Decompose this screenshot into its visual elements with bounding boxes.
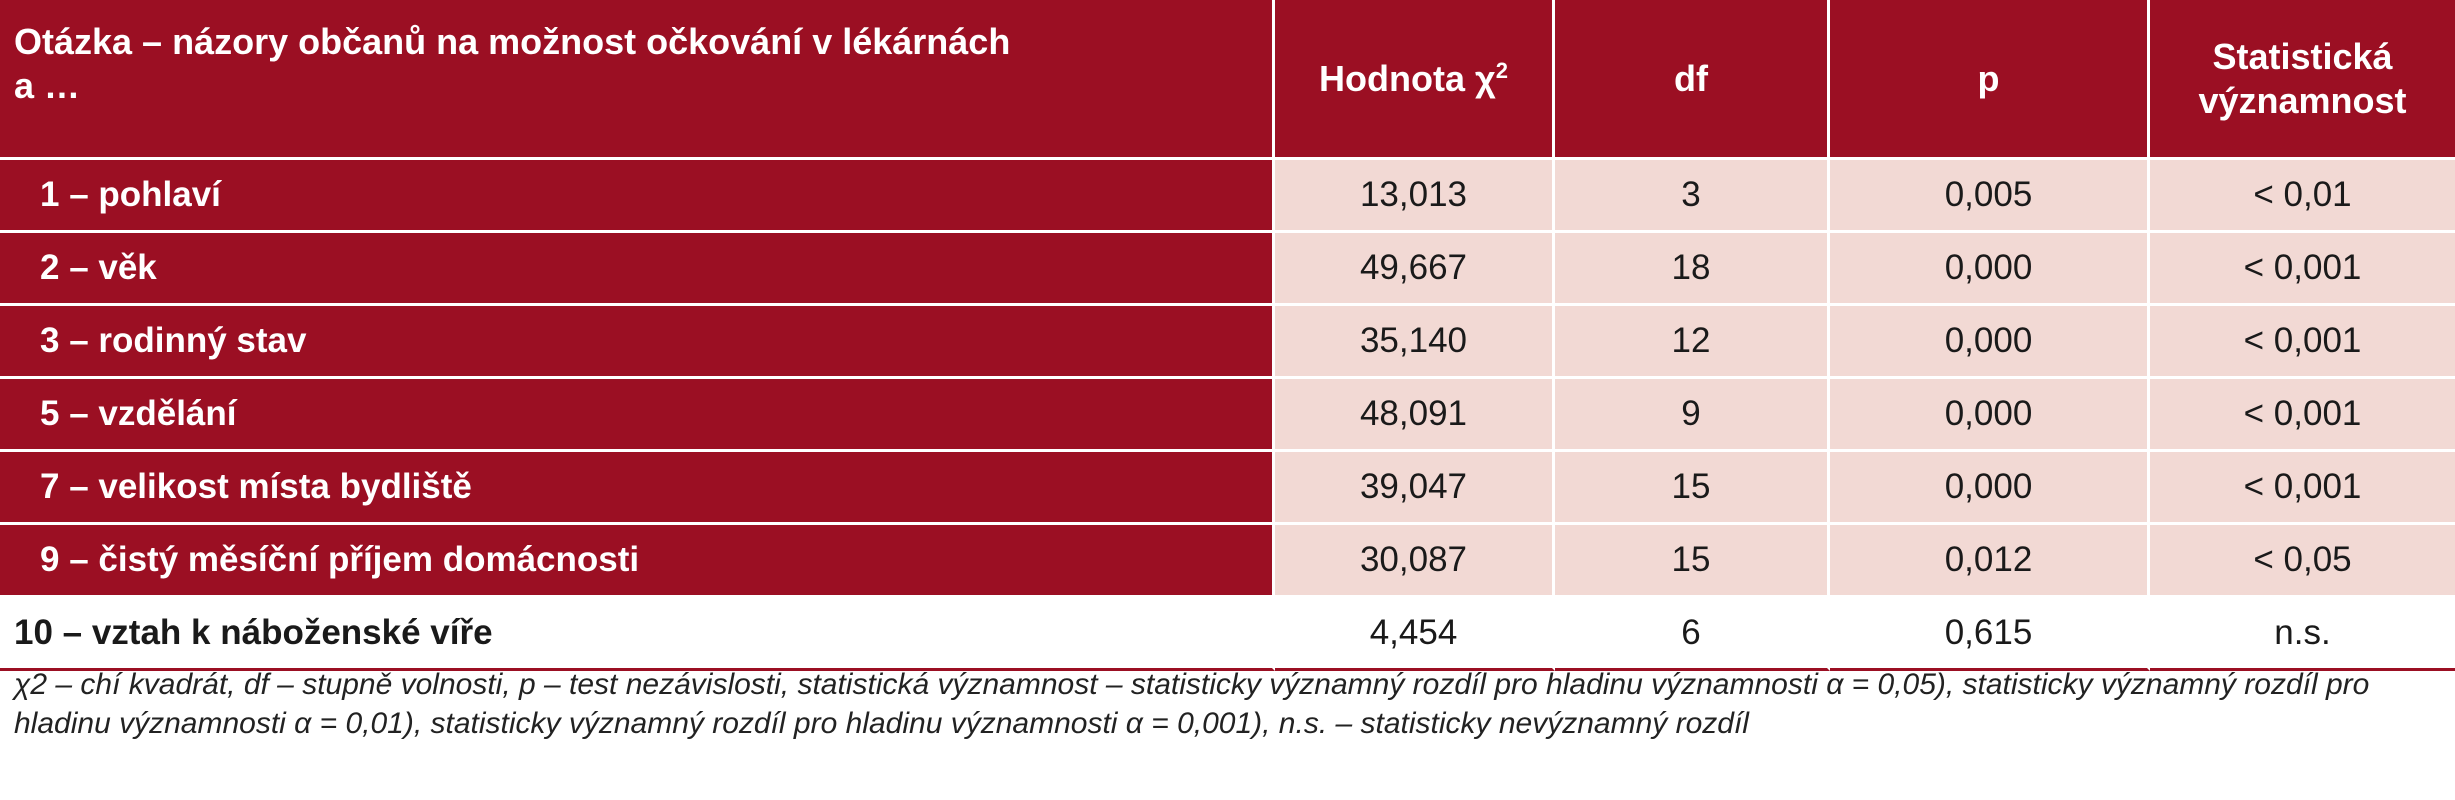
header-chi-value: Hodnota χ2 [1275,0,1555,160]
chi-square-table: Otázka – názory občanů na možnost očková… [0,0,2455,671]
row-label: 2 – věk [0,233,1275,306]
table-header-row: Otázka – názory občanů na možnost očková… [0,0,2455,160]
chi-value-cell: 13,013 [1275,160,1555,233]
header-df: df [1555,0,1830,160]
table-row: 7 – velikost místa bydliště 39,047 15 0,… [0,452,2455,525]
table-row: 2 – věk 49,667 18 0,000 < 0,001 [0,233,2455,306]
df-cell: 15 [1555,525,1830,598]
row-label: 9 – čistý měsíční příjem domácnosti [0,525,1275,598]
row-label: 1 – pohlaví [0,160,1275,233]
header-chi-superscript: 2 [1495,57,1508,83]
header-significance: Statistická významnost [2150,0,2455,160]
header-question-line2: a … [14,65,81,106]
chi-value-cell: 35,140 [1275,306,1555,379]
df-cell: 12 [1555,306,1830,379]
chi-value-cell: 30,087 [1275,525,1555,598]
row-label: 10 – vztah k náboženské víře [0,598,1275,671]
chi-value-cell: 39,047 [1275,452,1555,525]
p-cell: 0,005 [1830,160,2150,233]
df-cell: 3 [1555,160,1830,233]
df-cell: 15 [1555,452,1830,525]
header-significance-line1: Statistická [2212,35,2393,77]
p-cell: 0,000 [1830,306,2150,379]
table-row: 10 – vztah k náboženské víře 4,454 6 0,6… [0,598,2455,671]
table-row: 3 – rodinný stav 35,140 12 0,000 < 0,001 [0,306,2455,379]
header-significance-line2: významnost [2198,79,2407,121]
df-cell: 9 [1555,379,1830,452]
chi-value-cell: 48,091 [1275,379,1555,452]
row-label: 5 – vzdělání [0,379,1275,452]
significance-cell: < 0,001 [2150,233,2455,306]
p-cell: 0,000 [1830,379,2150,452]
significance-cell: < 0,001 [2150,452,2455,525]
table-row: 1 – pohlaví 13,013 3 0,005 < 0,01 [0,160,2455,233]
significance-cell: < 0,01 [2150,160,2455,233]
table-row: 9 – čistý měsíční příjem domácnosti 30,0… [0,525,2455,598]
significance-cell: < 0,05 [2150,525,2455,598]
p-cell: 0,000 [1830,452,2150,525]
df-cell: 6 [1555,598,1830,671]
significance-cell: < 0,001 [2150,306,2455,379]
header-question-line1: Otázka – názory občanů na možnost očková… [14,21,1011,62]
significance-cell: n.s. [2150,598,2455,671]
chi-value-cell: 4,454 [1275,598,1555,671]
row-label: 3 – rodinný stav [0,306,1275,379]
p-cell: 0,012 [1830,525,2150,598]
table-row: 5 – vzdělání 48,091 9 0,000 < 0,001 [0,379,2455,452]
header-question: Otázka – názory občanů na možnost očková… [0,0,1275,160]
df-cell: 18 [1555,233,1830,306]
significance-cell: < 0,001 [2150,379,2455,452]
row-label: 7 – velikost místa bydliště [0,452,1275,525]
chi-value-cell: 49,667 [1275,233,1555,306]
table-footnote: χ2 – chí kvadrát, df – stupně volnosti, … [14,668,2370,740]
header-p: p [1830,0,2150,160]
header-chi-label: Hodnota χ [1319,57,1496,99]
p-cell: 0,000 [1830,233,2150,306]
p-cell: 0,615 [1830,598,2150,671]
